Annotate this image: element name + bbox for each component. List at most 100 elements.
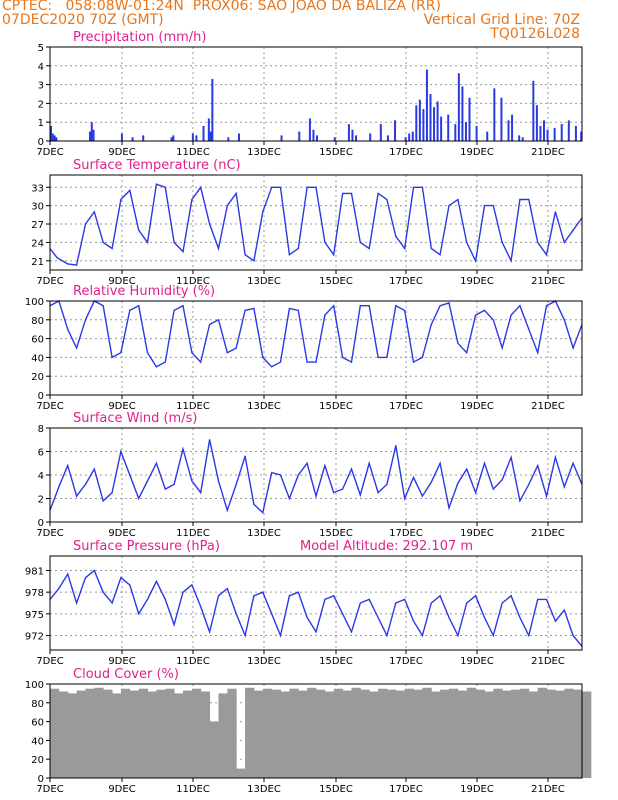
- data-point: [545, 305, 548, 307]
- plot-frame: [49, 46, 583, 142]
- data-point: [244, 455, 246, 457]
- data-point: [528, 483, 530, 485]
- precip-bar: [464, 122, 467, 141]
- precip-bar: [436, 101, 439, 141]
- precip-bar: [500, 97, 503, 141]
- data-point: [235, 192, 237, 194]
- data-point: [333, 305, 335, 307]
- data-point: [271, 472, 273, 474]
- data-point: [173, 309, 175, 311]
- data-point: [129, 309, 131, 311]
- data-point: [138, 229, 140, 231]
- data-point: [421, 356, 423, 358]
- data-point: [102, 305, 104, 307]
- precip-bar: [511, 114, 514, 141]
- data-point: [306, 462, 308, 464]
- data-point: [430, 602, 432, 604]
- data-point: [93, 468, 95, 470]
- cloud-bar: [156, 689, 166, 778]
- data-point: [466, 602, 468, 604]
- cloud-bar: [351, 687, 361, 778]
- x-tick-label: 9DEC: [108, 401, 135, 412]
- precip-bar: [142, 135, 145, 141]
- precip-bar: [202, 125, 205, 141]
- data-point: [93, 211, 95, 213]
- data-point: [368, 462, 370, 464]
- data-point: [84, 223, 87, 225]
- x-tick-label: 7DEC: [36, 656, 63, 667]
- plot-frame: [49, 555, 583, 651]
- x-tick-label: 21DEC: [531, 528, 565, 539]
- data-point: [279, 186, 282, 188]
- data-point: [439, 305, 441, 307]
- precip-bar: [209, 131, 212, 141]
- data-point: [492, 634, 494, 637]
- data-point: [350, 361, 353, 363]
- data-point: [421, 495, 423, 497]
- precip-bar: [429, 94, 432, 141]
- data-point: [164, 186, 166, 188]
- precip-bar: [351, 129, 354, 141]
- y-tick-label: 40: [31, 353, 44, 364]
- x-tick-label: 21DEC: [531, 656, 565, 667]
- data-point: [155, 580, 157, 582]
- data-point: [510, 456, 512, 458]
- panel-5: 972 975 978 981 7DEC 9DEC 11DEC 13DEC 15DEC 17DEC…: [25, 539, 583, 667]
- cloud-bar: [502, 690, 512, 778]
- data-point: [528, 634, 530, 637]
- data-point: [439, 462, 441, 464]
- y-tick-label: 0: [38, 774, 44, 785]
- data-point: [466, 241, 468, 244]
- cloud-bar: [67, 693, 78, 778]
- cloud-bar: [546, 689, 556, 778]
- data-point: [297, 474, 299, 476]
- cloud-bar: [511, 689, 521, 778]
- precip-bar: [207, 118, 210, 141]
- x-tick-label: 7DEC: [36, 401, 63, 412]
- precip-bar: [447, 114, 450, 141]
- data-point: [359, 494, 361, 496]
- y-tick-label: 20: [31, 372, 44, 383]
- data-point: [563, 486, 565, 488]
- precip-bar: [507, 120, 510, 141]
- y-tick-label: 0: [38, 518, 44, 529]
- data-point: [217, 480, 220, 482]
- precip-bar: [89, 131, 92, 141]
- cloud-bar: [120, 688, 131, 778]
- cloud-bar: [289, 688, 299, 778]
- cloud-bar: [324, 691, 335, 778]
- cloud-bar: [147, 691, 157, 778]
- data-point: [448, 616, 450, 619]
- x-tick-label: 9DEC: [108, 528, 135, 539]
- data-point: [395, 445, 397, 447]
- x-tick-label: 7DEC: [36, 276, 63, 287]
- precip-bar: [369, 133, 372, 141]
- x-tick-label: 7DEC: [36, 528, 63, 539]
- data-point: [253, 503, 255, 505]
- y-tick-label: 80: [31, 316, 44, 327]
- data-point: [56, 257, 58, 259]
- precip-bar: [211, 78, 214, 141]
- data-point: [359, 305, 361, 307]
- y-tick-label: 978: [25, 588, 44, 599]
- panel-title: Precipitation (mm/h): [73, 30, 206, 45]
- data-point: [510, 314, 512, 316]
- series-line: [49, 183, 583, 266]
- data-point: [475, 314, 477, 316]
- precip-bar: [120, 133, 123, 141]
- precip-bar: [475, 125, 478, 141]
- data-point: [76, 495, 78, 497]
- data-point: [333, 492, 335, 494]
- data-point: [262, 356, 264, 358]
- y-tick-label: 21: [31, 257, 44, 268]
- data-point: [76, 264, 78, 266]
- y-tick-label: 1: [38, 118, 44, 129]
- data-point: [120, 198, 122, 201]
- precip-bar: [411, 131, 414, 141]
- data-point: [395, 305, 397, 307]
- precip-bar: [567, 120, 570, 141]
- precip-bar: [433, 107, 436, 141]
- data-point: [554, 620, 557, 622]
- y-tick-label: 30: [31, 202, 44, 213]
- x-tick-label: 21DEC: [531, 401, 565, 412]
